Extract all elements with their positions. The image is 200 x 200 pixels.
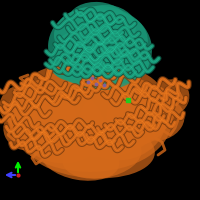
Ellipse shape [62,133,142,179]
Ellipse shape [48,66,168,158]
Ellipse shape [52,50,148,86]
Ellipse shape [151,79,189,117]
Ellipse shape [108,42,152,78]
Ellipse shape [48,40,128,80]
Ellipse shape [15,64,135,156]
Ellipse shape [7,86,53,134]
Ellipse shape [15,86,105,164]
Ellipse shape [8,68,172,172]
Ellipse shape [72,10,148,66]
Ellipse shape [13,88,77,148]
Ellipse shape [3,110,47,150]
Ellipse shape [40,135,120,181]
Ellipse shape [0,86,37,124]
Ellipse shape [92,28,148,72]
Ellipse shape [52,30,108,74]
Ellipse shape [136,99,184,141]
Ellipse shape [54,7,130,63]
Ellipse shape [74,38,150,78]
Ellipse shape [68,2,128,42]
Ellipse shape [50,44,94,80]
Ellipse shape [80,5,136,45]
Ellipse shape [77,83,167,161]
Ellipse shape [106,85,170,145]
Ellipse shape [25,118,155,178]
Ellipse shape [48,6,152,90]
Ellipse shape [129,84,175,132]
